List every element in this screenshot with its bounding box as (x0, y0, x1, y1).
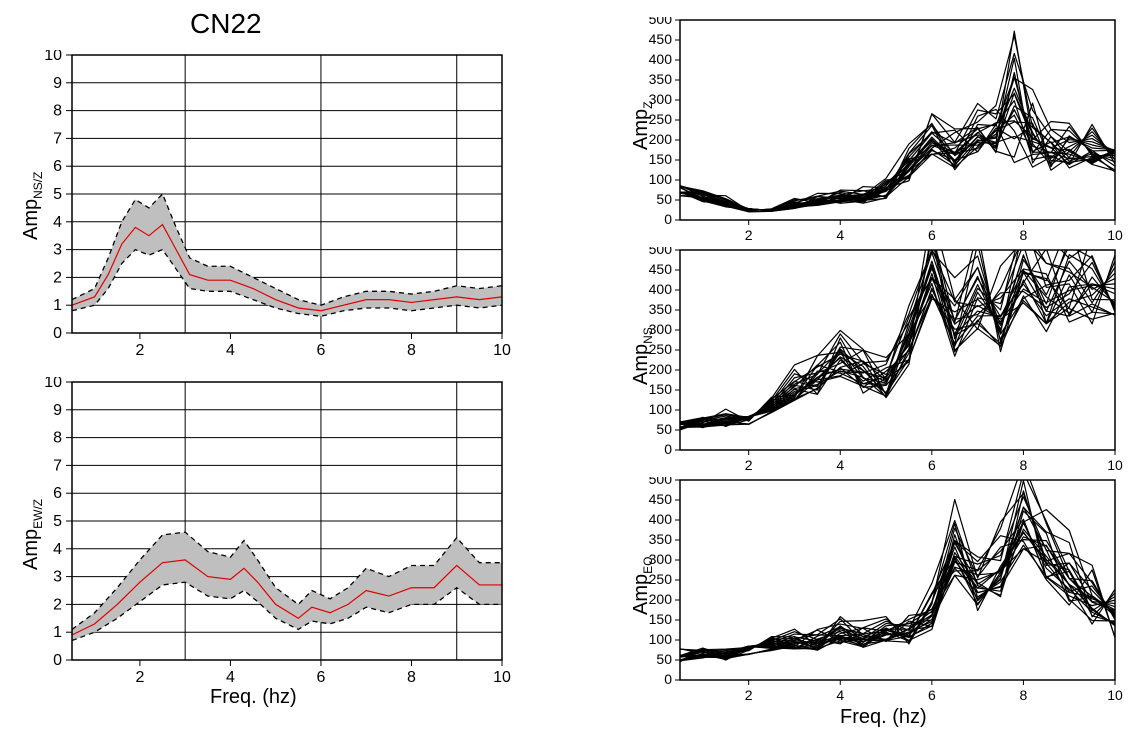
svg-text:0: 0 (664, 211, 672, 227)
svg-text:50: 50 (656, 191, 672, 207)
chart-panel: 0 50 100 150 200 250 300 350 400 450 500 2 4 6 8 10 (635, 247, 1125, 475)
svg-text:500: 500 (649, 477, 673, 487)
svg-text:4: 4 (53, 541, 62, 558)
svg-text:10: 10 (493, 342, 511, 358)
svg-text:400: 400 (649, 511, 673, 527)
svg-text:50: 50 (656, 651, 672, 667)
svg-text:7: 7 (53, 130, 62, 147)
svg-text:8: 8 (407, 669, 416, 685)
svg-text:4: 4 (836, 687, 844, 703)
svg-text:500: 500 (649, 247, 673, 257)
svg-text:9: 9 (53, 75, 62, 92)
svg-text:250: 250 (649, 111, 673, 127)
svg-text:2: 2 (745, 457, 753, 473)
svg-text:100: 100 (649, 171, 673, 187)
svg-text:300: 300 (649, 321, 673, 337)
svg-text:6: 6 (316, 669, 325, 685)
svg-text:10: 10 (1107, 687, 1123, 703)
svg-text:8: 8 (1020, 457, 1028, 473)
svg-text:10: 10 (1107, 227, 1123, 243)
svg-text:200: 200 (649, 131, 673, 147)
svg-text:10: 10 (493, 669, 511, 685)
svg-text:4: 4 (226, 669, 235, 685)
svg-text:6: 6 (928, 227, 936, 243)
svg-text:2: 2 (135, 342, 144, 358)
svg-text:4: 4 (836, 227, 844, 243)
svg-text:6: 6 (928, 457, 936, 473)
svg-text:8: 8 (53, 103, 62, 120)
svg-text:2: 2 (135, 669, 144, 685)
xlabel-right: Freq. (hz) (840, 706, 927, 729)
svg-text:150: 150 (649, 381, 673, 397)
svg-text:3: 3 (53, 242, 62, 259)
svg-text:4: 4 (226, 342, 235, 358)
svg-text:250: 250 (649, 571, 673, 587)
svg-text:300: 300 (649, 551, 673, 567)
svg-text:1: 1 (53, 297, 62, 314)
svg-text:5: 5 (53, 186, 62, 203)
svg-text:2: 2 (745, 227, 753, 243)
svg-text:0: 0 (664, 441, 672, 457)
svg-text:7: 7 (53, 457, 62, 474)
xlabel-left: Freq. (hz) (210, 686, 297, 709)
svg-text:350: 350 (649, 71, 673, 87)
svg-text:200: 200 (649, 591, 673, 607)
chart-panel: 0 1 2 3 4 5 6 7 8 9 10 2 4 6 8 10 (32, 50, 512, 358)
svg-text:450: 450 (649, 31, 673, 47)
svg-text:1: 1 (53, 624, 62, 641)
svg-text:0: 0 (664, 671, 672, 687)
svg-text:150: 150 (649, 611, 673, 627)
svg-text:8: 8 (53, 430, 62, 447)
svg-text:300: 300 (649, 91, 673, 107)
chart-panel: 0 50 100 150 200 250 300 350 400 450 500 2 4 6 8 10 (635, 17, 1125, 245)
chart-panel: 0 50 100 150 200 250 300 350 400 450 500 2 4 6 8 10 (635, 477, 1125, 705)
svg-text:8: 8 (1020, 687, 1028, 703)
svg-text:6: 6 (53, 158, 62, 175)
svg-text:0: 0 (53, 652, 62, 669)
svg-text:4: 4 (836, 457, 844, 473)
svg-text:9: 9 (53, 402, 62, 419)
page-title: CN22 (190, 8, 262, 40)
svg-text:10: 10 (44, 377, 62, 391)
svg-text:5: 5 (53, 513, 62, 530)
svg-text:250: 250 (649, 341, 673, 357)
svg-text:150: 150 (649, 151, 673, 167)
svg-text:50: 50 (656, 421, 672, 437)
svg-text:100: 100 (649, 631, 673, 647)
svg-text:2: 2 (745, 687, 753, 703)
svg-text:400: 400 (649, 51, 673, 67)
svg-text:0: 0 (53, 325, 62, 342)
chart-panel: 0 1 2 3 4 5 6 7 8 9 10 2 4 6 8 10 (32, 377, 512, 685)
svg-text:350: 350 (649, 531, 673, 547)
svg-text:2: 2 (53, 596, 62, 613)
svg-text:100: 100 (649, 401, 673, 417)
svg-text:10: 10 (1107, 457, 1123, 473)
svg-text:450: 450 (649, 491, 673, 507)
svg-text:6: 6 (928, 687, 936, 703)
svg-text:8: 8 (407, 342, 416, 358)
svg-text:6: 6 (316, 342, 325, 358)
svg-text:2: 2 (53, 269, 62, 286)
svg-text:200: 200 (649, 361, 673, 377)
svg-text:8: 8 (1020, 227, 1028, 243)
svg-text:350: 350 (649, 301, 673, 317)
svg-text:500: 500 (649, 17, 673, 27)
svg-text:6: 6 (53, 485, 62, 502)
svg-text:4: 4 (53, 214, 62, 231)
svg-text:10: 10 (44, 50, 62, 64)
svg-text:450: 450 (649, 261, 673, 277)
svg-text:3: 3 (53, 569, 62, 586)
svg-text:400: 400 (649, 281, 673, 297)
